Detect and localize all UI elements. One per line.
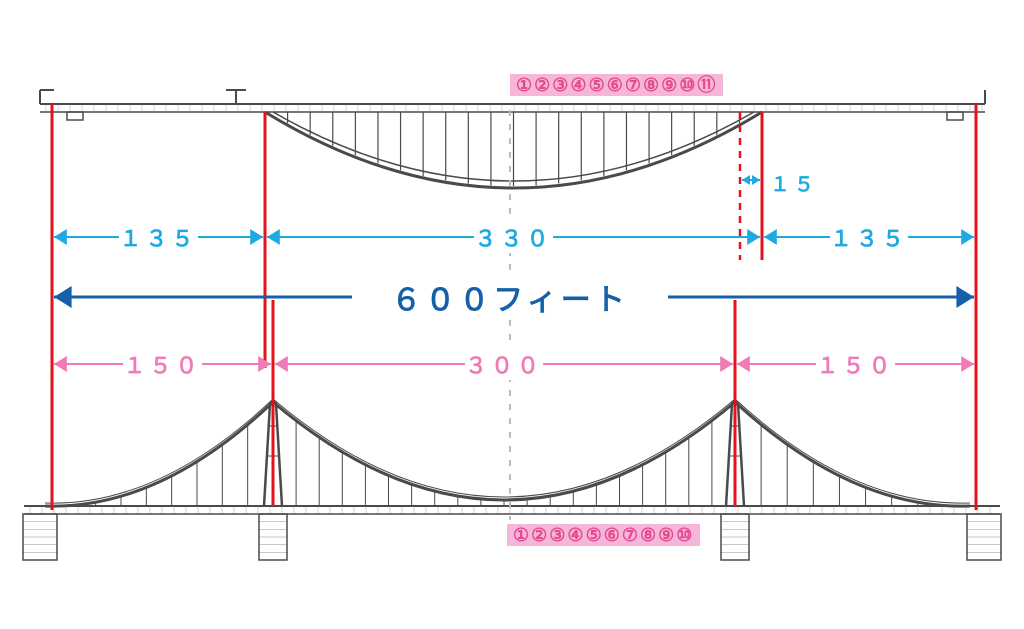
legend-bottom-hangers: ①②③④⑤⑥⑦⑧⑨⑩ — [507, 524, 700, 546]
dim-bot-mid-label: ３００ — [465, 348, 543, 380]
dim-top-right-label: １３５ — [830, 221, 908, 253]
dim-bot-right-label: １５０ — [816, 348, 894, 380]
dim-bot-left-label: １５０ — [123, 348, 201, 380]
legend-top-hangers: ①②③④⑤⑥⑦⑧⑨⑩⑪ — [510, 74, 723, 96]
dim-total-label: ６００フィート — [391, 275, 628, 319]
dim-top-left-label: １３５ — [119, 221, 197, 253]
dim-top-mid-label: ３３０ — [474, 221, 552, 253]
dim-sub15-label: １５ — [770, 168, 818, 197]
